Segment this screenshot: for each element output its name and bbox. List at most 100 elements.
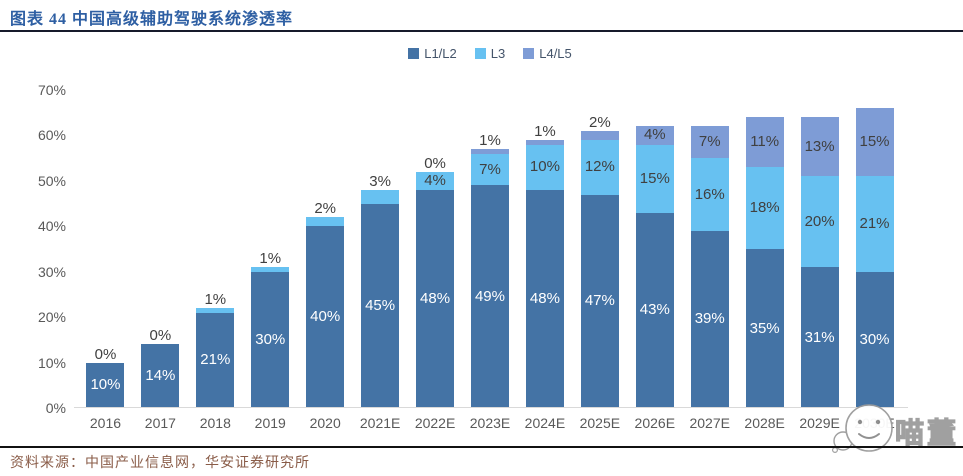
bar-label: 10% [90, 376, 121, 394]
bar-group: 31% 20% 13% [792, 90, 847, 408]
y-axis-label: 50% [37, 172, 66, 189]
x-axis-label: 2029E [799, 415, 840, 431]
bar-label: 3% [369, 172, 391, 190]
bar-segment [855, 108, 894, 177]
x-axis-label: 2024E [524, 415, 566, 431]
x-axis-label: 2019 [254, 415, 286, 431]
bar-segment [306, 226, 345, 408]
legend-label: L3 [490, 46, 506, 61]
bar-label: 15% [859, 133, 890, 151]
bar-label: 1% [259, 250, 282, 268]
bar-label: 48% [420, 289, 451, 307]
legend-item: L1/L2 [408, 46, 457, 61]
bar-label: 4% [424, 171, 446, 189]
bar-segment [580, 194, 619, 408]
bar-segment [416, 171, 455, 190]
watermark: 喵董 [829, 401, 959, 460]
x-axis-label: 2023E [469, 415, 511, 431]
bar-label: 35% [749, 319, 780, 337]
bar-group: 35% 18% 11% [737, 90, 792, 408]
legend-item: L3 [474, 46, 506, 61]
bar-label: 4% [643, 126, 666, 144]
bar-label: 16% [694, 185, 725, 203]
bar-segment [690, 158, 729, 231]
x-axis-label: 2025E [579, 415, 621, 431]
bar-segment [745, 167, 784, 249]
legend-swatch-l3 [474, 48, 486, 59]
cat-face-icon [829, 401, 895, 460]
bar-group: 48% 10% 1% [517, 90, 572, 408]
x-axis-label: 2026E [634, 415, 676, 431]
bar-segment [690, 126, 729, 159]
legend-label: L1/L2 [424, 46, 457, 61]
bar-label: 2% [589, 113, 611, 131]
y-axis-label: 0% [45, 400, 66, 416]
bar-segment [525, 189, 564, 408]
bar-group: 45% 3% [353, 90, 408, 408]
bar-group: 40% 2% [298, 90, 353, 408]
bar-label: 14% [145, 367, 176, 385]
bar-label: 49% [474, 287, 505, 305]
bar-group: 48% 4% 0% [408, 90, 463, 408]
bar-label: 2% [314, 200, 337, 218]
bar-group: 10% 0% [78, 90, 133, 408]
bar-label: 13% [804, 137, 835, 155]
bar-segment [361, 189, 400, 204]
bar-segment [470, 185, 509, 408]
bar-label: 1% [479, 132, 501, 150]
bar-label: 39% [694, 310, 725, 328]
bar-label: 30% [255, 330, 286, 348]
bar-label: 1% [204, 291, 227, 309]
bar-group: 43% 15% 4% [627, 90, 682, 408]
legend: L1/L2 L3 L4/L5 [78, 46, 902, 61]
bar-segment [251, 267, 290, 272]
bar-segment [86, 362, 125, 408]
bar-label: 47% [584, 292, 615, 310]
y-axis-label: 70% [37, 82, 66, 98]
bar-segment [470, 153, 509, 186]
chart-plot: 10% 0% 14% 0% 21% 1% 30% 1% 40% 2% 45% 3% 48% 4% 0% 49%… [78, 90, 902, 408]
bar-segment [635, 126, 674, 145]
bar-segment [635, 144, 674, 213]
chart-title: 图表 44 中国高级辅助驾驶系统渗透率 [10, 11, 294, 28]
bar-segment [635, 212, 674, 408]
bar-group: 30% 1% [243, 90, 298, 408]
legend-swatch-l1-l2 [408, 48, 420, 59]
bar-label: 12% [584, 158, 615, 176]
bar-segment [580, 140, 619, 195]
x-axis-label: 2017 [144, 415, 176, 431]
title-divider [0, 30, 963, 32]
bar-label: 10% [529, 158, 560, 176]
x-axis-label: 2016 [89, 415, 122, 431]
watermark-text: 喵董 [894, 417, 959, 450]
bar-segment [525, 144, 564, 190]
bottom-divider [0, 446, 963, 448]
bar-label: 21% [859, 215, 890, 233]
bar-label: 20% [804, 212, 835, 230]
bar-label: 31% [804, 328, 835, 346]
bar-label: 11% [750, 133, 780, 151]
y-axis-label: 30% [37, 263, 66, 280]
bar-segment [580, 130, 619, 140]
y-axis-label: 20% [37, 309, 66, 326]
bar-label: 7% [479, 160, 501, 178]
bar-segment [690, 230, 729, 408]
bar-segment [196, 308, 235, 313]
x-axis-label: 2021E [359, 415, 401, 431]
bar-label: 0% [149, 327, 172, 345]
x-axis-label: 2027E [689, 415, 730, 431]
bar-label: 15% [639, 169, 670, 187]
bar-label: 21% [200, 351, 231, 369]
bar-label: 48% [529, 289, 560, 307]
bar-label: 1% [534, 122, 556, 140]
bar-label: 30% [859, 330, 890, 348]
bar-segment [306, 217, 345, 227]
bar-segment [855, 176, 894, 272]
x-axis-label: 2022E [414, 415, 456, 431]
x-axis-line [74, 407, 908, 408]
bar-segment [361, 203, 400, 408]
x-axis: 2016 2017 2018 2019 2020 2021E 2022E 2023E 2024E… [78, 415, 902, 435]
y-axis-label: 40% [37, 218, 66, 235]
x-axis-label: 2020 [309, 415, 341, 431]
